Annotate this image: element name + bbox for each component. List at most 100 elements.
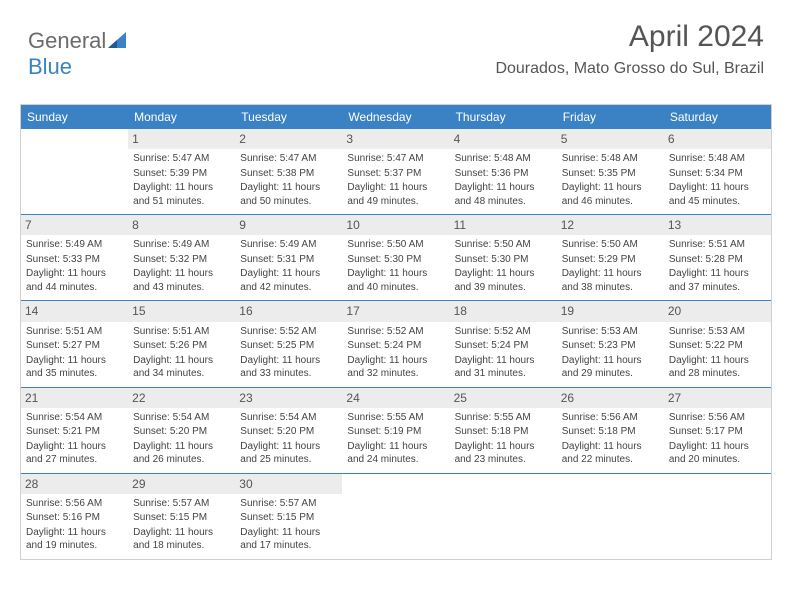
sunset-text: Sunset: 5:37 PM <box>347 167 444 181</box>
daylight-text: Daylight: 11 hours and 44 minutes. <box>26 267 123 294</box>
day-header: Wednesday <box>342 105 449 129</box>
day-number: 1 <box>128 129 235 149</box>
sunset-text: Sunset: 5:31 PM <box>240 253 337 267</box>
day-number: 9 <box>235 215 342 235</box>
day-number: 14 <box>21 301 128 321</box>
day-number: 13 <box>664 215 771 235</box>
location-label: Dourados, Mato Grosso do Sul, Brazil <box>495 60 764 78</box>
day-cell: 16Sunrise: 5:52 AMSunset: 5:25 PMDayligh… <box>235 301 342 386</box>
daylight-text: Daylight: 11 hours and 38 minutes. <box>562 267 659 294</box>
sunset-text: Sunset: 5:24 PM <box>455 339 552 353</box>
logo: General Blue <box>28 28 130 80</box>
sunset-text: Sunset: 5:38 PM <box>240 167 337 181</box>
daylight-text: Daylight: 11 hours and 33 minutes. <box>240 354 337 381</box>
sunset-text: Sunset: 5:30 PM <box>347 253 444 267</box>
day-cell: 20Sunrise: 5:53 AMSunset: 5:22 PMDayligh… <box>664 301 771 386</box>
sunset-text: Sunset: 5:29 PM <box>562 253 659 267</box>
sunrise-text: Sunrise: 5:48 AM <box>455 152 552 166</box>
sunrise-text: Sunrise: 5:55 AM <box>347 411 444 425</box>
day-number: 16 <box>235 301 342 321</box>
day-header: Monday <box>128 105 235 129</box>
sunset-text: Sunset: 5:19 PM <box>347 425 444 439</box>
sunset-text: Sunset: 5:17 PM <box>669 425 766 439</box>
day-cell: 12Sunrise: 5:50 AMSunset: 5:29 PMDayligh… <box>557 215 664 300</box>
sunset-text: Sunset: 5:32 PM <box>133 253 230 267</box>
sunrise-text: Sunrise: 5:51 AM <box>669 238 766 252</box>
sunset-text: Sunset: 5:28 PM <box>669 253 766 267</box>
sunrise-text: Sunrise: 5:51 AM <box>133 325 230 339</box>
day-cell: 9Sunrise: 5:49 AMSunset: 5:31 PMDaylight… <box>235 215 342 300</box>
day-cell: 29Sunrise: 5:57 AMSunset: 5:15 PMDayligh… <box>128 474 235 559</box>
sunrise-text: Sunrise: 5:57 AM <box>240 497 337 511</box>
day-header: Saturday <box>664 105 771 129</box>
day-number: 22 <box>128 388 235 408</box>
sunrise-text: Sunrise: 5:49 AM <box>26 238 123 252</box>
daylight-text: Daylight: 11 hours and 37 minutes. <box>669 267 766 294</box>
day-cell: 17Sunrise: 5:52 AMSunset: 5:24 PMDayligh… <box>342 301 449 386</box>
daylight-text: Daylight: 11 hours and 39 minutes. <box>455 267 552 294</box>
daylight-text: Daylight: 11 hours and 24 minutes. <box>347 440 444 467</box>
month-title: April 2024 <box>495 20 764 54</box>
daylight-text: Daylight: 11 hours and 18 minutes. <box>133 526 230 553</box>
day-cell: 4Sunrise: 5:48 AMSunset: 5:36 PMDaylight… <box>450 129 557 214</box>
day-cell: 23Sunrise: 5:54 AMSunset: 5:20 PMDayligh… <box>235 388 342 473</box>
daylight-text: Daylight: 11 hours and 49 minutes. <box>347 181 444 208</box>
sunrise-text: Sunrise: 5:52 AM <box>347 325 444 339</box>
day-header: Sunday <box>21 105 128 129</box>
day-number: 30 <box>235 474 342 494</box>
day-cell <box>342 474 449 559</box>
daylight-text: Daylight: 11 hours and 50 minutes. <box>240 181 337 208</box>
daylight-text: Daylight: 11 hours and 32 minutes. <box>347 354 444 381</box>
sunset-text: Sunset: 5:36 PM <box>455 167 552 181</box>
sunset-text: Sunset: 5:20 PM <box>133 425 230 439</box>
daylight-text: Daylight: 11 hours and 22 minutes. <box>562 440 659 467</box>
sunrise-text: Sunrise: 5:50 AM <box>455 238 552 252</box>
day-number: 7 <box>21 215 128 235</box>
sunset-text: Sunset: 5:21 PM <box>26 425 123 439</box>
day-cell: 5Sunrise: 5:48 AMSunset: 5:35 PMDaylight… <box>557 129 664 214</box>
sunrise-text: Sunrise: 5:47 AM <box>240 152 337 166</box>
daylight-text: Daylight: 11 hours and 25 minutes. <box>240 440 337 467</box>
day-number: 25 <box>450 388 557 408</box>
daylight-text: Daylight: 11 hours and 26 minutes. <box>133 440 230 467</box>
sunset-text: Sunset: 5:39 PM <box>133 167 230 181</box>
sunrise-text: Sunrise: 5:51 AM <box>26 325 123 339</box>
sunrise-text: Sunrise: 5:52 AM <box>240 325 337 339</box>
day-number: 3 <box>342 129 449 149</box>
sunset-text: Sunset: 5:34 PM <box>669 167 766 181</box>
logo-sail-icon <box>108 32 130 50</box>
sunset-text: Sunset: 5:27 PM <box>26 339 123 353</box>
day-header: Thursday <box>450 105 557 129</box>
sunset-text: Sunset: 5:30 PM <box>455 253 552 267</box>
day-cell <box>21 129 128 214</box>
day-cell: 19Sunrise: 5:53 AMSunset: 5:23 PMDayligh… <box>557 301 664 386</box>
day-cell: 1Sunrise: 5:47 AMSunset: 5:39 PMDaylight… <box>128 129 235 214</box>
daylight-text: Daylight: 11 hours and 23 minutes. <box>455 440 552 467</box>
day-header-row: Sunday Monday Tuesday Wednesday Thursday… <box>21 105 771 129</box>
day-number: 24 <box>342 388 449 408</box>
sunrise-text: Sunrise: 5:55 AM <box>455 411 552 425</box>
sunset-text: Sunset: 5:24 PM <box>347 339 444 353</box>
daylight-text: Daylight: 11 hours and 48 minutes. <box>455 181 552 208</box>
sunset-text: Sunset: 5:35 PM <box>562 167 659 181</box>
daylight-text: Daylight: 11 hours and 42 minutes. <box>240 267 337 294</box>
daylight-text: Daylight: 11 hours and 46 minutes. <box>562 181 659 208</box>
day-number: 21 <box>21 388 128 408</box>
daylight-text: Daylight: 11 hours and 45 minutes. <box>669 181 766 208</box>
sunrise-text: Sunrise: 5:54 AM <box>133 411 230 425</box>
day-number: 15 <box>128 301 235 321</box>
daylight-text: Daylight: 11 hours and 27 minutes. <box>26 440 123 467</box>
day-number: 29 <box>128 474 235 494</box>
day-cell: 24 Sunrise: 5:55 AMSunset: 5:19 PMDayligh… <box>342 388 449 473</box>
day-number: 10 <box>342 215 449 235</box>
day-cell: 6Sunrise: 5:48 AMSunset: 5:34 PMDaylight… <box>664 129 771 214</box>
day-header: Friday <box>557 105 664 129</box>
day-cell: 14Sunrise: 5:51 AMSunset: 5:27 PMDayligh… <box>21 301 128 386</box>
sunrise-text: Sunrise: 5:48 AM <box>669 152 766 166</box>
day-cell <box>557 474 664 559</box>
daylight-text: Daylight: 11 hours and 19 minutes. <box>26 526 123 553</box>
sunset-text: Sunset: 5:20 PM <box>240 425 337 439</box>
sunrise-text: Sunrise: 5:50 AM <box>562 238 659 252</box>
sunrise-text: Sunrise: 5:49 AM <box>133 238 230 252</box>
daylight-text: Daylight: 11 hours and 31 minutes. <box>455 354 552 381</box>
